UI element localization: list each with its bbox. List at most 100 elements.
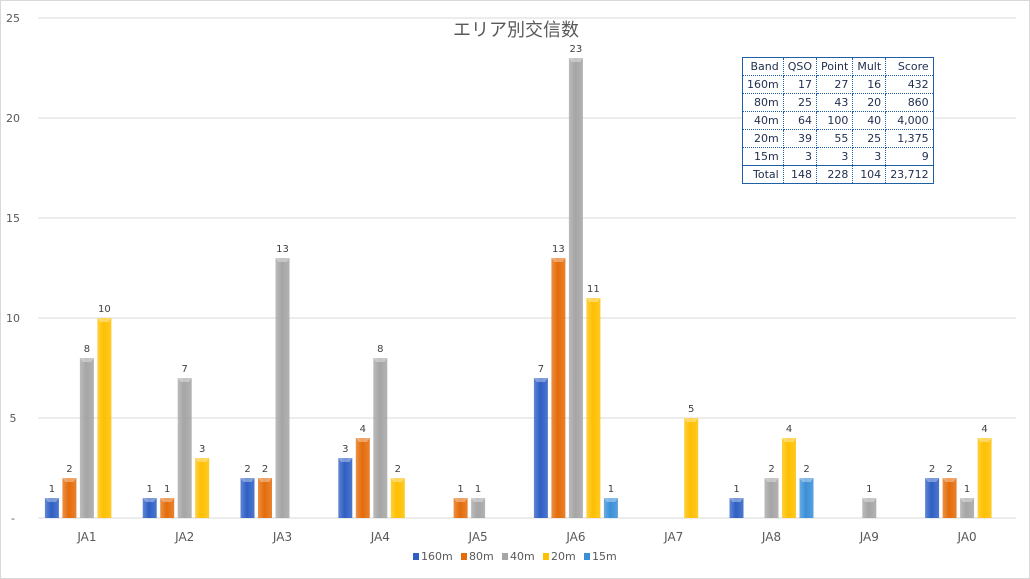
bar-JA1-40m [79,358,94,518]
data-label: 3 [342,444,348,455]
score-table-header-cell: Mult [852,57,887,76]
bar-bevel [258,478,272,482]
legend: 160m 80m 40m 20m 15m [413,550,617,563]
legend-swatch [502,553,508,560]
data-label: 8 [377,344,383,355]
bar-bevel [142,498,157,502]
bar-bevel [942,478,957,482]
data-label: 4 [360,424,366,435]
score-table-cell: 860 [885,93,934,112]
score-table-cell: 3 [782,147,818,166]
bar-JA4-20m [390,478,405,518]
bar-JA8-15m [799,478,814,518]
score-table-cell: 1,375 [885,129,934,148]
score-table-cell: 432 [885,75,934,94]
bar-bevel [684,418,699,422]
y-tick-label: 20 [6,112,20,125]
y-tick-label: 25 [6,12,20,25]
score-table-cell: 3 [816,147,854,166]
score-table-cell: 17 [782,75,818,94]
bar-bevel [960,498,975,502]
data-label: 4 [786,424,792,435]
data-label: 1 [866,484,872,495]
score-table-row: 160m 17 27 16 432 [742,75,934,94]
score-table-cell: 16 [852,75,887,94]
data-label: 2 [803,464,809,475]
bar-bevel [240,478,255,482]
data-label: 2 [262,464,268,475]
score-table-cell: 40 [852,111,887,130]
bar-bevel [586,298,601,302]
bar-JA2-80m [160,498,175,518]
score-table-cell: 9 [885,147,934,166]
score-table-cell: Total [742,165,784,184]
x-axis-categories: JA1 JA2 JA3 JA4 JA5 JA6 JA7 JA8 JA9 JA0 [76,530,976,544]
x-category-label: JA1 [76,530,96,544]
data-label: 11 [587,284,600,295]
bar-JA5-80m [453,498,468,518]
bar-bevel [551,258,566,262]
y-axis-ticks: - 5 10 15 20 25 [6,12,20,525]
bar-bevel [471,498,486,502]
y-tick-label: 5 [10,412,17,425]
x-category-label: JA6 [565,530,585,544]
chart-title: エリア別交信数 [453,20,579,41]
legend-swatch [413,553,419,560]
data-label: 2 [244,464,250,475]
bar-bevel [62,478,77,482]
data-label: 5 [688,404,694,415]
score-table-cell: 64 [782,111,818,130]
legend-swatch [543,553,549,560]
data-label: 2 [66,464,72,475]
bar-bevel [862,498,877,502]
bar-JA2-40m [177,378,192,518]
score-table-row: 40m 64 100 40 4,000 [742,111,934,130]
score-table-cell: 100 [816,111,854,130]
score-table-cell: 148 [782,165,818,184]
bar-JA2-160m [142,498,157,518]
score-table-cell: 3 [852,147,887,166]
score-table-cell: 15m [742,147,784,166]
bar-bevel [925,478,940,482]
bars [44,58,992,518]
score-table-header: Band QSO Point Mult Score [742,57,934,76]
x-category-label: JA8 [761,530,781,544]
data-label: 7 [182,364,188,375]
legend-entry: 20m [551,550,576,563]
bar-JA6-160m [533,378,548,518]
data-label: 1 [475,484,481,495]
bar-JA0-160m [925,478,940,518]
bar-bevel [390,478,405,482]
bar-JA6-80m [551,258,566,518]
bar-JA8-40m [764,478,779,518]
data-label: 7 [538,364,544,375]
bar-bevel [603,498,618,502]
x-category-label: JA3 [272,530,292,544]
x-category-label: JA7 [663,530,683,544]
bar-JA3-40m [275,258,290,518]
score-table: Band QSO Point Mult Score 160m 17 27 16 432 80m 25… [742,57,934,184]
bar-JA0-80m [942,478,957,518]
score-table-cell: 39 [782,129,818,148]
score-table-cell: 80m [742,93,784,112]
data-label: 2 [768,464,774,475]
bar-JA6-40m [568,58,583,518]
data-label: 1 [147,484,153,495]
legend-swatch [461,553,467,560]
x-category-label: JA9 [859,530,879,544]
bar-JA6-15m [603,498,618,518]
bar-bevel [729,498,744,502]
y-tick-label: - [11,512,15,525]
bar-JA5-40m [471,498,486,518]
bar-bevel [782,438,796,442]
legend-entry: 160m [421,550,453,563]
legend-swatch [584,553,590,560]
bar-JA0-20m [977,438,992,518]
data-label: 3 [199,444,205,455]
bar-JA9-40m [862,498,877,518]
score-table-cell: 25 [782,93,818,112]
score-table-row: Total 148 228 104 23,712 [742,165,934,184]
data-label: 1 [164,484,170,495]
score-table-cell: 27 [816,75,854,94]
data-label: 2 [395,464,401,475]
